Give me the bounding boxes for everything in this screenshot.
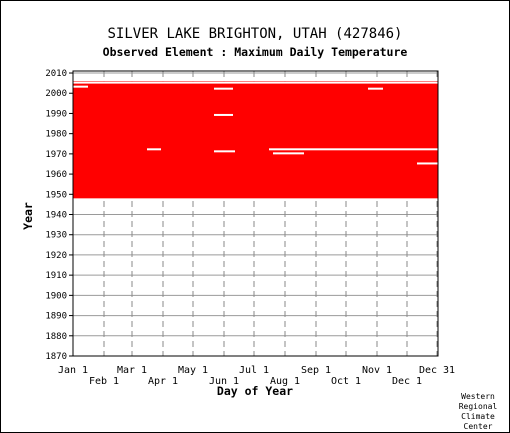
axes — [69, 70, 439, 357]
y-tick-label: 1970 — [45, 150, 67, 160]
x-tick-label: Jan 1 — [58, 365, 88, 376]
y-tick-label: 1890 — [45, 312, 67, 322]
x-tick-label: Jul 1 — [239, 365, 269, 376]
y-axis-label: Year — [21, 202, 35, 230]
x-tick-label: Apr 1 — [148, 376, 178, 387]
y-tick-label: 1900 — [45, 291, 67, 301]
missing-segment — [269, 148, 438, 151]
x-tick-label: Aug 1 — [270, 376, 300, 387]
chart-title: SILVER LAKE BRIGHTON, UTAH (427846) — [107, 26, 402, 42]
y-tick-label: 1950 — [45, 190, 67, 200]
x-tick-label: Sep 1 — [301, 365, 331, 376]
missing-segment — [273, 152, 304, 155]
missing-segment — [147, 148, 161, 151]
data-layer — [73, 81, 438, 199]
chart-subtitle: Observed Element : Maximum Daily Tempera… — [103, 45, 408, 59]
x-tick-label: Oct 1 — [331, 376, 361, 387]
credit-line: Regional — [459, 402, 498, 411]
missing-segment — [214, 150, 235, 153]
credit-line: Center — [464, 422, 493, 431]
y-tick-label: 1920 — [45, 251, 67, 261]
data-block — [73, 83, 438, 199]
x-tick-label: Dec 1 — [392, 376, 422, 387]
y-tick-label: 1930 — [45, 231, 67, 241]
x-tick-label: May 1 — [178, 365, 208, 376]
y-tick-labels: 2010 2000 1990 1980 1970 1960 1950 1940 1930 1920… — [45, 69, 67, 362]
missing-segment — [214, 113, 233, 116]
y-tick-label: 1980 — [45, 130, 67, 140]
credit-line: Western — [461, 392, 495, 401]
missing-segment — [368, 87, 383, 90]
y-tick-label: 1990 — [45, 109, 67, 119]
missing-segment — [224, 198, 438, 201]
x-tick-label: Jun 1 — [209, 376, 239, 387]
y-tick-label: 1880 — [45, 332, 67, 342]
plot-frame — [72, 70, 439, 357]
credit-line: Climate — [461, 412, 495, 421]
missing-segment — [73, 81, 438, 84]
x-tick-label: Feb 1 — [89, 376, 119, 387]
y-tick-label: 1910 — [45, 271, 67, 281]
x-axis-label: Day of Year — [217, 384, 293, 398]
missing-segment — [73, 85, 88, 88]
x-tick-label: Dec 31 — [419, 365, 455, 376]
x-tick-label: Mar 1 — [117, 365, 147, 376]
x-tick-label: Nov 1 — [362, 365, 392, 376]
y-tick-label: 1870 — [45, 352, 67, 362]
missing-data-layer — [73, 81, 438, 201]
y-tick-label: 1960 — [45, 170, 67, 180]
y-tick-label: 1940 — [45, 211, 67, 221]
y-tick-label: 2000 — [45, 89, 67, 99]
y-tick-label: 2010 — [45, 69, 67, 79]
missing-segment — [214, 87, 233, 90]
missing-segment — [417, 162, 438, 165]
